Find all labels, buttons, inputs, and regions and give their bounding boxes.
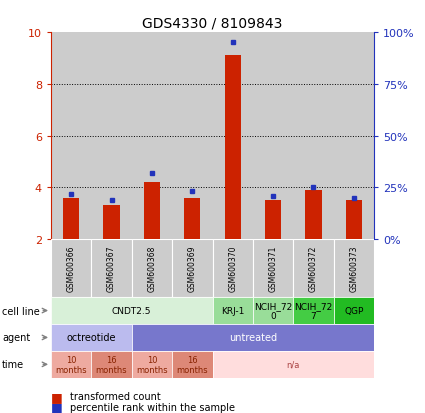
Text: CNDT2.5: CNDT2.5 <box>112 306 151 315</box>
Text: GSM600371: GSM600371 <box>269 245 278 292</box>
Text: cell line: cell line <box>2 306 40 316</box>
Text: KRJ-1: KRJ-1 <box>221 306 244 315</box>
Text: GSM600366: GSM600366 <box>67 245 76 292</box>
Text: time: time <box>2 359 24 370</box>
Text: NCIH_72
0: NCIH_72 0 <box>254 301 292 320</box>
Bar <box>346 201 362 240</box>
Text: 16
months: 16 months <box>96 355 128 374</box>
Text: GSM600373: GSM600373 <box>349 245 358 292</box>
Bar <box>144 183 160 240</box>
Bar <box>253 297 293 324</box>
Bar <box>91 240 132 297</box>
Bar <box>293 240 334 297</box>
Text: NCIH_72
7: NCIH_72 7 <box>294 301 332 320</box>
Bar <box>212 33 253 240</box>
Bar <box>132 240 172 297</box>
Bar <box>334 240 374 297</box>
Bar <box>334 33 374 240</box>
Bar <box>172 351 212 378</box>
Bar <box>224 56 241 240</box>
Bar <box>212 297 253 324</box>
Bar <box>212 240 253 297</box>
Bar <box>172 33 212 240</box>
Text: GSM600372: GSM600372 <box>309 245 318 292</box>
Bar <box>253 33 293 240</box>
Bar <box>132 324 374 351</box>
Bar <box>265 201 281 240</box>
Bar <box>51 240 91 297</box>
Text: 10
months: 10 months <box>136 355 168 374</box>
Bar <box>253 240 293 297</box>
Text: octreotide: octreotide <box>67 332 116 343</box>
Bar <box>172 240 212 297</box>
Bar <box>305 190 321 240</box>
Bar <box>132 351 172 378</box>
Bar <box>91 33 132 240</box>
Bar <box>132 33 172 240</box>
Text: GSM600367: GSM600367 <box>107 245 116 292</box>
Bar <box>293 297 334 324</box>
Bar <box>91 351 132 378</box>
Text: GSM600370: GSM600370 <box>228 245 237 292</box>
Text: GSM600368: GSM600368 <box>147 245 156 292</box>
Text: agent: agent <box>2 332 30 343</box>
Bar <box>51 324 132 351</box>
Bar <box>63 198 79 240</box>
Bar <box>51 351 91 378</box>
Text: QGP: QGP <box>344 306 363 315</box>
Bar <box>334 297 374 324</box>
Text: ■: ■ <box>51 400 63 413</box>
Text: 10
months: 10 months <box>55 355 87 374</box>
Title: GDS4330 / 8109843: GDS4330 / 8109843 <box>142 17 283 31</box>
Text: ■: ■ <box>51 390 63 403</box>
Text: n/a: n/a <box>286 360 300 369</box>
Bar <box>293 33 334 240</box>
Text: 16
months: 16 months <box>176 355 208 374</box>
Text: untreated: untreated <box>229 332 277 343</box>
Text: percentile rank within the sample: percentile rank within the sample <box>70 402 235 412</box>
Bar <box>51 297 212 324</box>
Text: GSM600369: GSM600369 <box>188 245 197 292</box>
Bar <box>103 206 120 240</box>
Bar <box>184 198 200 240</box>
Text: transformed count: transformed count <box>70 392 161 401</box>
Bar <box>212 351 374 378</box>
Bar <box>51 33 91 240</box>
